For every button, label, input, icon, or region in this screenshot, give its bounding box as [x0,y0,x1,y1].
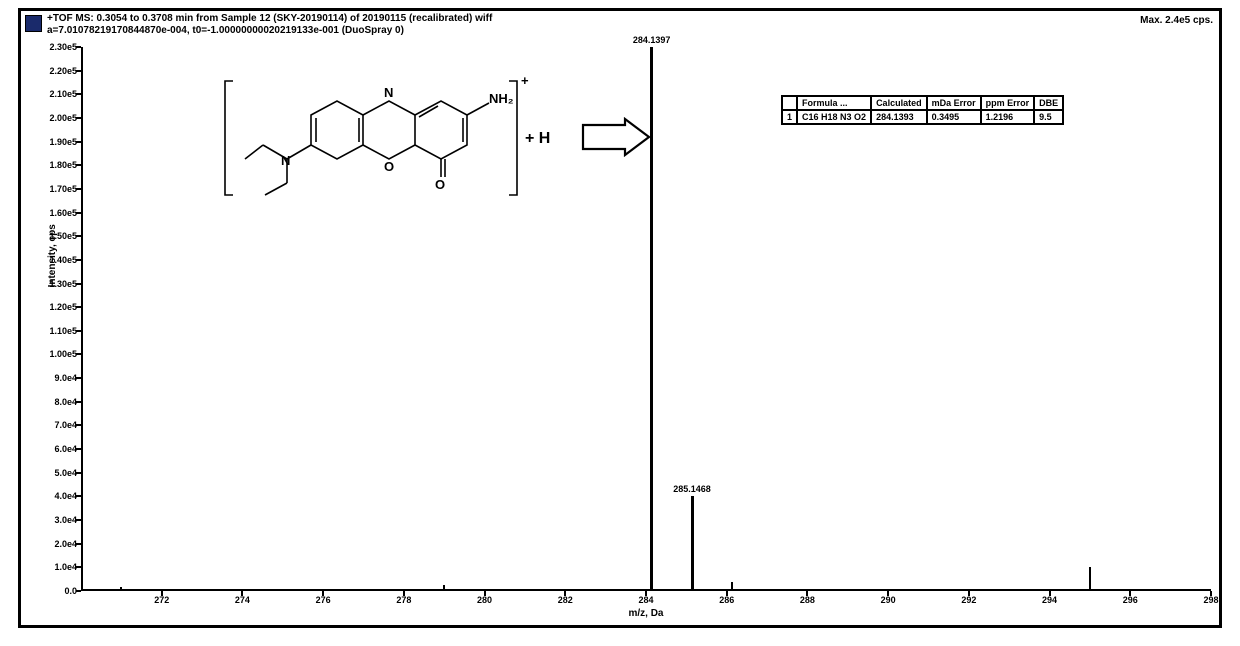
svg-text:O: O [384,159,394,174]
x-tick-label: 276 [316,595,331,605]
table-header: ppm Error [981,96,1035,110]
spectrum-frame: +TOF MS: 0.3054 to 0.3708 min from Sampl… [18,8,1222,628]
table-row: 1C16 H18 N3 O2284.13930.34951.21969.5 [782,110,1063,124]
svg-text:N: N [281,153,290,168]
ms-peak [691,496,694,591]
results-table: Formula ...CalculatedmDa Errorppm ErrorD… [781,95,1064,125]
ms-peak [1089,567,1091,591]
ms-peak [731,582,733,591]
x-tick-label: 272 [154,595,169,605]
svg-text:N: N [384,85,393,100]
svg-text:O: O [435,177,445,192]
table-header: DBE [1034,96,1063,110]
table-header: Calculated [871,96,927,110]
molecule-structure: N O NH₂ O N + + H [191,67,571,222]
x-tick-label: 278 [396,595,411,605]
peak-label: 284.1397 [633,35,671,45]
ms-peak [650,47,653,591]
x-tick-label: 296 [1123,595,1138,605]
x-tick-label: 274 [235,595,250,605]
x-tick-label: 290 [881,595,896,605]
header-text: +TOF MS: 0.3054 to 0.3708 min from Sampl… [47,13,492,37]
x-axis-label: m/z, Da [81,608,1211,619]
arrow-icon [581,117,651,157]
table-header: Formula ... [797,96,871,110]
table-header [782,96,797,110]
svg-text:NH₂: NH₂ [489,91,514,106]
svg-text:+: + [521,73,529,88]
peak-label: 285.1468 [673,484,711,494]
x-tick-label: 286 [719,595,734,605]
x-tick-label: 294 [1042,595,1057,605]
x-tick-label: 284 [638,595,653,605]
x-tick-label: 288 [800,595,815,605]
max-intensity-label: Max. 2.4e5 cps. [1140,15,1213,26]
ms-peak [120,587,122,591]
plot-area: Intensity, cps m/z, Da [81,47,1211,591]
x-tick-label: 282 [558,595,573,605]
svg-text:+ H: + H [525,130,550,147]
x-tick-label: 298 [1203,595,1218,605]
legend-swatch [25,15,42,32]
table-header: mDa Error [927,96,981,110]
ms-peak [443,585,445,591]
x-tick-label: 280 [477,595,492,605]
x-tick-label: 292 [961,595,976,605]
